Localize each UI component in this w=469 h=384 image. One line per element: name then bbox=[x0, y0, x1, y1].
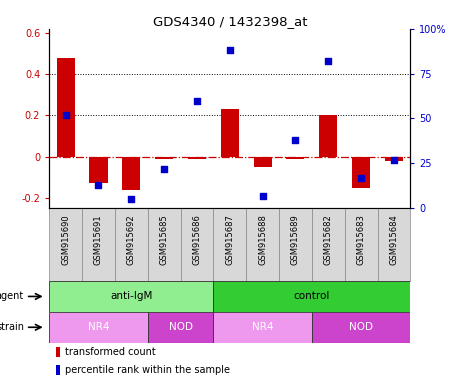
Bar bbox=[254, 157, 272, 167]
Text: GSM915689: GSM915689 bbox=[291, 214, 300, 265]
Bar bbox=[56, 347, 60, 357]
Point bbox=[390, 157, 398, 163]
Bar bbox=[319, 115, 337, 157]
Text: NOD: NOD bbox=[349, 322, 373, 332]
FancyBboxPatch shape bbox=[213, 208, 246, 281]
Point bbox=[226, 47, 234, 53]
FancyBboxPatch shape bbox=[345, 208, 378, 281]
FancyBboxPatch shape bbox=[49, 281, 213, 312]
Text: GSM915685: GSM915685 bbox=[159, 214, 169, 265]
Bar bbox=[287, 157, 304, 159]
Text: GSM915692: GSM915692 bbox=[127, 214, 136, 265]
Text: transformed count: transformed count bbox=[66, 347, 156, 357]
Text: NOD: NOD bbox=[168, 322, 193, 332]
FancyBboxPatch shape bbox=[181, 208, 213, 281]
Bar bbox=[90, 157, 107, 184]
Text: NR4: NR4 bbox=[88, 322, 109, 332]
Text: GSM915687: GSM915687 bbox=[225, 214, 234, 265]
Bar bbox=[188, 157, 206, 159]
Text: strain: strain bbox=[0, 322, 24, 332]
Text: anti-IgM: anti-IgM bbox=[110, 291, 152, 301]
FancyBboxPatch shape bbox=[49, 208, 82, 281]
Point bbox=[128, 196, 135, 202]
Bar bbox=[385, 157, 403, 161]
FancyBboxPatch shape bbox=[279, 208, 312, 281]
Text: GSM915688: GSM915688 bbox=[258, 214, 267, 265]
Point bbox=[95, 182, 102, 188]
FancyBboxPatch shape bbox=[312, 208, 345, 281]
Text: GSM915690: GSM915690 bbox=[61, 214, 70, 265]
FancyBboxPatch shape bbox=[213, 312, 312, 343]
FancyBboxPatch shape bbox=[49, 312, 148, 343]
Text: GSM915686: GSM915686 bbox=[192, 214, 202, 265]
FancyBboxPatch shape bbox=[148, 208, 181, 281]
Bar bbox=[122, 157, 140, 190]
Point bbox=[160, 166, 168, 172]
FancyBboxPatch shape bbox=[246, 208, 279, 281]
Text: agent: agent bbox=[0, 291, 24, 301]
Point bbox=[259, 192, 266, 199]
Bar bbox=[56, 364, 60, 375]
Point bbox=[62, 112, 69, 118]
Bar bbox=[57, 58, 75, 157]
FancyBboxPatch shape bbox=[378, 208, 410, 281]
Text: control: control bbox=[294, 291, 330, 301]
FancyBboxPatch shape bbox=[312, 312, 410, 343]
FancyBboxPatch shape bbox=[82, 208, 115, 281]
Point bbox=[357, 175, 365, 181]
Text: NR4: NR4 bbox=[252, 322, 273, 332]
Bar bbox=[155, 157, 173, 159]
Bar bbox=[352, 157, 370, 187]
Point bbox=[193, 98, 201, 104]
Text: percentile rank within the sample: percentile rank within the sample bbox=[66, 364, 230, 375]
Point bbox=[325, 58, 332, 64]
Text: GSM915691: GSM915691 bbox=[94, 214, 103, 265]
Point bbox=[292, 137, 299, 143]
FancyBboxPatch shape bbox=[213, 281, 410, 312]
Text: GSM915684: GSM915684 bbox=[389, 214, 399, 265]
Title: GDS4340 / 1432398_at: GDS4340 / 1432398_at bbox=[152, 15, 307, 28]
Bar bbox=[221, 109, 239, 157]
Text: GSM915683: GSM915683 bbox=[356, 214, 366, 265]
FancyBboxPatch shape bbox=[148, 312, 213, 343]
Text: GSM915682: GSM915682 bbox=[324, 214, 333, 265]
FancyBboxPatch shape bbox=[115, 208, 148, 281]
